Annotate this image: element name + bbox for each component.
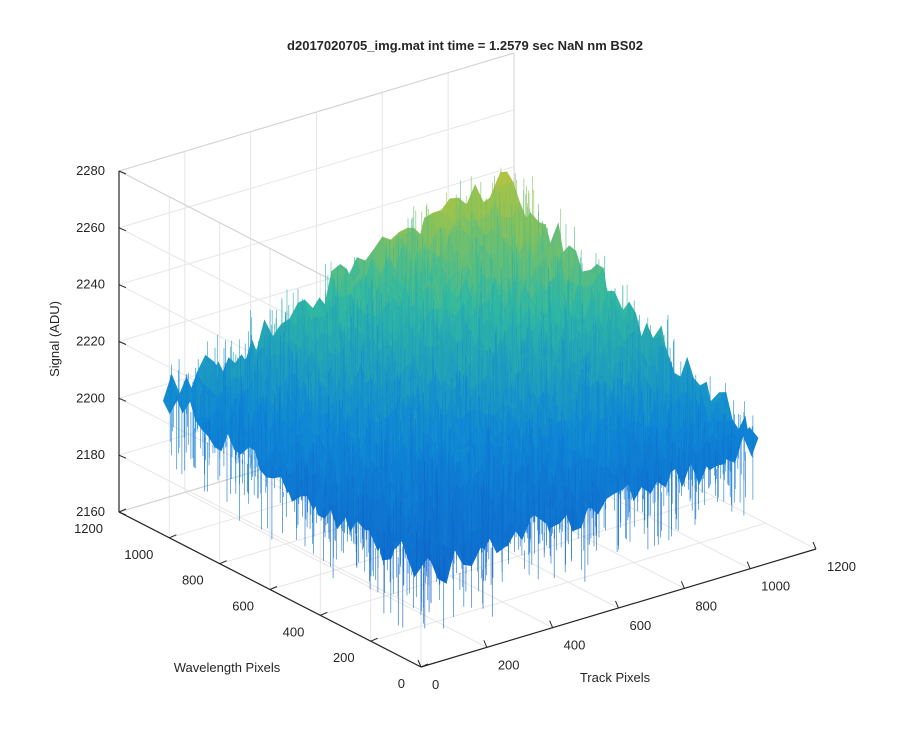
box-edge	[118, 52, 515, 172]
x-tick	[680, 581, 685, 589]
x-tick	[483, 640, 488, 648]
y-tick-label: 1000	[124, 547, 153, 562]
surface-patch	[162, 373, 179, 415]
data-surface	[162, 167, 759, 629]
z-tick-label: 2240	[76, 277, 105, 292]
z-tick-label: 2160	[76, 504, 105, 519]
x-tick-label: 0	[432, 677, 439, 692]
x-tick-label: 1000	[761, 579, 790, 594]
y-tick	[320, 611, 328, 616]
tick-labels: 0 200 400 600 800 1000 1200 0 200 400 600 800 1000 12…	[74, 163, 856, 692]
z-axis-label: Signal (ADU)	[47, 301, 62, 377]
z-tick-label: 2200	[76, 390, 105, 405]
x-tick	[417, 659, 422, 668]
wall-grid-line	[118, 454, 422, 611]
x-tick-label: 1200	[827, 559, 856, 574]
y-tick	[118, 508, 127, 513]
x-tick-label: 800	[695, 598, 717, 613]
y-tick-label: 1200	[74, 521, 103, 536]
y-tick-label: 800	[182, 573, 204, 588]
y-tick	[169, 534, 177, 539]
z-tick	[118, 511, 127, 516]
y-axis-label: Wavelength Pixels	[174, 660, 281, 675]
surface-patch	[742, 427, 759, 457]
z-tick	[118, 341, 127, 345]
y-tick-label: 0	[398, 676, 405, 691]
floor-grid-line	[320, 496, 716, 616]
x-tick	[746, 561, 751, 569]
y-tick	[370, 637, 378, 642]
tick-marks	[118, 170, 817, 668]
x-tick-label: 200	[498, 657, 520, 672]
z-tick	[118, 397, 127, 402]
y-tick	[219, 560, 227, 565]
x-tick	[615, 600, 619, 609]
y-tick-label: 600	[232, 599, 254, 614]
x-tick-label: 600	[630, 618, 652, 633]
chart-title: d2017020705_img.mat int time = 1.2579 se…	[287, 38, 643, 53]
z-tick	[118, 170, 127, 175]
x-axis-label: Track Pixels	[580, 670, 651, 685]
z-tick-label: 2280	[76, 163, 105, 178]
z-tick	[118, 227, 127, 232]
y-tick-label: 400	[283, 624, 305, 639]
x-tick	[812, 541, 817, 550]
y-tick-label: 200	[333, 650, 355, 665]
wall-grid-line	[118, 109, 515, 229]
z-tick-label: 2220	[76, 334, 105, 349]
x-tick-label: 400	[564, 638, 586, 653]
z-tick-label: 2260	[76, 220, 105, 235]
z-tick-label: 2180	[76, 447, 105, 462]
floor-grid-line	[370, 522, 766, 642]
z-tick	[118, 284, 127, 289]
y-tick	[420, 663, 429, 668]
x-tick	[549, 620, 554, 628]
z-tick	[118, 454, 127, 459]
y-tick	[269, 586, 278, 590]
wall-grid-line	[118, 166, 515, 286]
